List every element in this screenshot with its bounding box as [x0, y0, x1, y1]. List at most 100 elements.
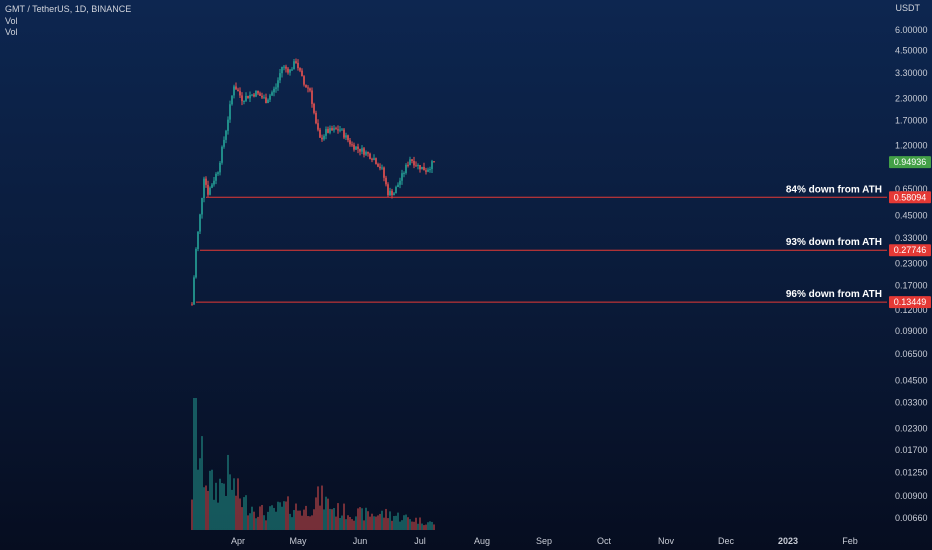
volume-bar [269, 506, 271, 530]
symbol-title[interactable]: GMT / TetherUS, 1D, BINANCE [5, 4, 132, 14]
candle-body [427, 169, 429, 172]
y-tick-label: 0.33000 [895, 233, 928, 243]
volume-bar [261, 504, 263, 530]
candle-body [337, 129, 339, 131]
volume-bar [293, 510, 295, 530]
y-tick-label: 3.30000 [895, 68, 928, 78]
candle-body [341, 129, 343, 131]
volume-bar [395, 515, 397, 530]
volume-bar [215, 482, 217, 530]
volume-bar [325, 496, 327, 530]
volume-bar [331, 509, 333, 530]
x-tick-label: 2023 [778, 536, 798, 546]
volume-bar [217, 502, 219, 530]
candle-body [407, 164, 409, 166]
volume-bar [311, 515, 313, 530]
candle-body [409, 159, 411, 165]
y-tick-label: 1.70000 [895, 115, 928, 125]
volume-bar [375, 516, 377, 530]
candle-body [291, 69, 293, 71]
volume-bar [245, 495, 247, 530]
candle-body [299, 68, 301, 71]
volume-bar [413, 521, 415, 530]
volume-bar [401, 520, 403, 530]
last-price-tag [889, 156, 931, 169]
volume-bar [307, 516, 309, 530]
price-scale-currency[interactable]: USDT [895, 3, 921, 13]
candle-body [295, 61, 297, 63]
volume-bar [295, 503, 297, 530]
candle-body [369, 153, 371, 159]
volume-bar [379, 513, 381, 530]
candle-body [353, 144, 355, 150]
volume-bar [197, 469, 199, 530]
candle-body [289, 69, 291, 73]
candle-body [425, 170, 427, 172]
candle-body [383, 167, 385, 178]
candle-body [423, 166, 425, 171]
x-tick-label: Aug [474, 536, 490, 546]
volume-bar [345, 519, 347, 530]
volume-bar [339, 517, 341, 530]
candle-body [361, 148, 363, 152]
volume-indicator-label-2[interactable]: Vol [5, 27, 18, 37]
volume-bar [353, 520, 355, 530]
candle-body [241, 95, 243, 102]
volume-bar [285, 501, 287, 530]
candle-body [399, 180, 401, 185]
candle-body [255, 90, 257, 97]
volume-bar [373, 516, 375, 530]
candle-body [247, 95, 249, 99]
candle-body [335, 128, 337, 130]
volume-bar [309, 516, 311, 530]
candle-body [319, 129, 321, 138]
volume-bar [297, 510, 299, 530]
volume-bar [327, 498, 329, 530]
x-tick-label: Apr [231, 536, 245, 546]
last-price-label: 0.94936 [894, 157, 927, 167]
y-tick-label: 1.20000 [895, 140, 928, 150]
candle-body [195, 248, 197, 278]
candle-body [229, 104, 231, 120]
volume-bar [263, 515, 265, 530]
candle-body [269, 95, 271, 100]
candle-body [333, 128, 335, 131]
volume-bar [377, 515, 379, 530]
candle-body [373, 158, 375, 160]
volume-bar [405, 514, 407, 530]
candle-body [205, 178, 207, 185]
candle-body [401, 173, 403, 181]
volume-bar [423, 525, 425, 530]
candle-body [261, 95, 263, 98]
x-tick-label: Feb [842, 536, 858, 546]
volume-bar [363, 520, 365, 530]
x-tick-label: Dec [718, 536, 735, 546]
volume-bar [231, 489, 233, 530]
candle-body [317, 123, 319, 130]
candle-body [243, 100, 245, 102]
volume-bar [253, 511, 255, 530]
volume-bar [365, 507, 367, 530]
candle-body [201, 197, 203, 215]
candle-body [199, 214, 201, 232]
candle-body [421, 166, 423, 170]
candle-body [389, 190, 391, 196]
volume-bar [301, 515, 303, 530]
y-tick-label: 2.30000 [895, 94, 928, 104]
volume-bar [305, 505, 307, 530]
volume-bar [349, 516, 351, 530]
volume-bar [371, 513, 373, 530]
candle-body [285, 66, 287, 69]
y-tick-label: 4.50000 [895, 46, 928, 56]
candle-body [223, 139, 225, 147]
candle-body [279, 73, 281, 81]
candle-body [313, 103, 315, 113]
volume-bar [389, 511, 391, 530]
candle-body [231, 95, 233, 105]
volume-bar [321, 485, 323, 530]
volume-bar [381, 510, 383, 530]
volume-bar [361, 508, 363, 530]
volume-indicator-label[interactable]: Vol [5, 15, 18, 26]
volume-bar [299, 510, 301, 530]
